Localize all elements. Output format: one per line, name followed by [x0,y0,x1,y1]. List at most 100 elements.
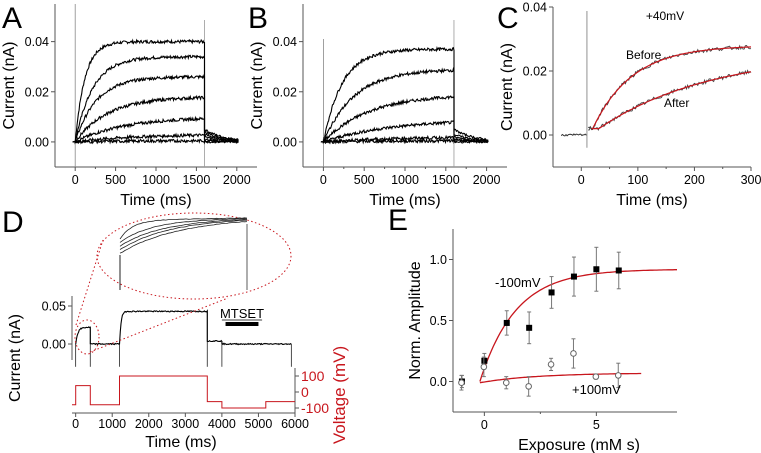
y-tick-label: 0.00 [25,135,49,149]
panel-a-chart: 0 500 1000 1500 2000 0.00 0.02 0.04 Time (ms) Cur… [1,4,257,209]
y2-tick-label: -100 [301,400,329,416]
data-point-minus100mv [615,267,622,274]
x-tick-label: 5 [593,418,600,432]
x-axis-title: Time (ms) [120,192,191,209]
x-tick-label: 4000 [208,417,236,431]
x-tick-label: 2000 [135,417,163,431]
baseline-trace [560,133,587,137]
y-axis-title: Current (nA) [7,314,24,402]
y-tick-label: 0.02 [523,65,547,79]
current-trace-sweep-6 [320,137,489,145]
series-label-minus100mv: -100mV [495,275,541,290]
x-axis-title: Time (ms) [616,192,687,209]
mtset-label: MTSET [220,306,264,321]
data-point-plus100mv [570,350,577,357]
y-tick-label: 0.04 [25,35,49,49]
panel-c-chart: 0 100 200 300 0.00 0.02 0.04 Time (ms) Current (… [499,1,761,210]
x-tick-label: 0 [72,417,79,431]
y-tick-label: 0.00 [523,129,547,143]
y-tick-label: 0.05 [42,300,66,314]
y-axis-title: Current (nA) [1,41,18,129]
x-tick-label: 1500 [182,173,210,187]
current-trace-sweep-5 [320,134,489,144]
y-tick-label: 1.0 [430,253,447,267]
data-point-plus100mv [458,379,465,387]
y2-axis-title: Voltage (mV) [330,346,349,444]
data-point-minus100mv [593,266,600,273]
x-tick-label: 1500 [432,173,460,187]
fit-curve-minus100mv [479,269,677,382]
voltage-annotation: +40mV [646,9,684,23]
data-point-plus100mv [502,379,510,387]
data-point-plus100mv [480,363,488,371]
data-point-plus100mv [614,372,622,379]
x-axis-title: Time (ms) [369,192,440,209]
y-tick-label: 0.04 [273,35,297,49]
x-tick-label: 100 [627,173,648,187]
current-trace-sweep-7 [72,137,239,145]
x-tick-label: 500 [105,173,126,187]
data-point-minus100mv [503,319,510,326]
x-tick-label: 0 [320,173,327,187]
current-trace-sweep-5 [72,115,239,144]
x-tick-label: 3000 [171,417,199,431]
panel-label-e: E [388,204,408,237]
data-point-plus100mv [525,383,532,390]
y-tick-label: 0.0 [430,375,447,389]
data-point-minus100mv [526,324,533,331]
y2-tick-label: 100 [301,368,325,384]
x-axis-title: Time (ms) [145,434,216,451]
fit-curve-after [591,71,752,130]
inset-trace [119,219,247,250]
fit-curve-before [591,46,752,130]
y-tick-label: 0.5 [430,314,447,328]
raw-trace-before [588,44,752,131]
series-label-plus100mv: +100mV [572,382,621,397]
panel-label-b: B [248,2,268,35]
current-trace-sweep-4 [72,94,239,145]
data-point-minus100mv [570,273,577,280]
x-axis-title: Exposure (mM s) [518,437,640,453]
fit-curve-plus100mv [479,372,642,384]
series-label-after: After [664,96,689,110]
current-trace-sweep-2 [320,67,489,143]
x-tick-label: 2000 [473,173,501,187]
current-trace-sweep-3 [320,95,489,143]
data-point-minus100mv [548,289,555,296]
x-tick-label: 0 [481,418,488,432]
current-trace-sweep-1 [320,45,489,144]
zoom-inset-ellipse [96,212,292,300]
x-tick-label: 5000 [245,417,273,431]
y-tick-label: 0.00 [273,135,297,149]
mtset-application-bar [225,322,259,326]
y-tick-label: 0.00 [42,338,66,352]
y-axis-title: Norm. Amplitude [407,261,424,379]
current-trace [75,309,292,346]
x-tick-label: 2000 [223,173,251,187]
x-tick-label: 6000 [281,417,309,431]
data-point-plus100mv [592,373,600,380]
panel-label-c: C [497,2,519,35]
current-trace-sweep-4 [320,120,489,144]
x-tick-label: 0 [578,173,585,187]
y2-tick-label: 0 [301,384,309,400]
x-tick-label: 1000 [142,173,170,187]
y-axis-title: Current (nA) [499,43,516,131]
voltage-protocol-trace [72,375,295,409]
y-tick-label: 0.04 [523,1,547,15]
x-tick-label: 1000 [391,173,419,187]
zoom-connector [89,297,229,353]
zoom-connector [75,239,104,326]
current-trace-sweep-2 [72,54,239,143]
y-tick-label: 0.02 [25,85,49,99]
panel-label-d: D [2,206,24,239]
current-trace-sweep-3 [72,74,239,143]
y-tick-label: 0.02 [273,85,297,99]
x-tick-label: 1000 [98,417,126,431]
panel-label-a: A [2,2,22,35]
x-tick-label: 500 [354,173,375,187]
series-label-before: Before [626,48,662,62]
x-tick-label: 300 [741,173,761,187]
current-trace-sweep-1 [72,38,239,143]
